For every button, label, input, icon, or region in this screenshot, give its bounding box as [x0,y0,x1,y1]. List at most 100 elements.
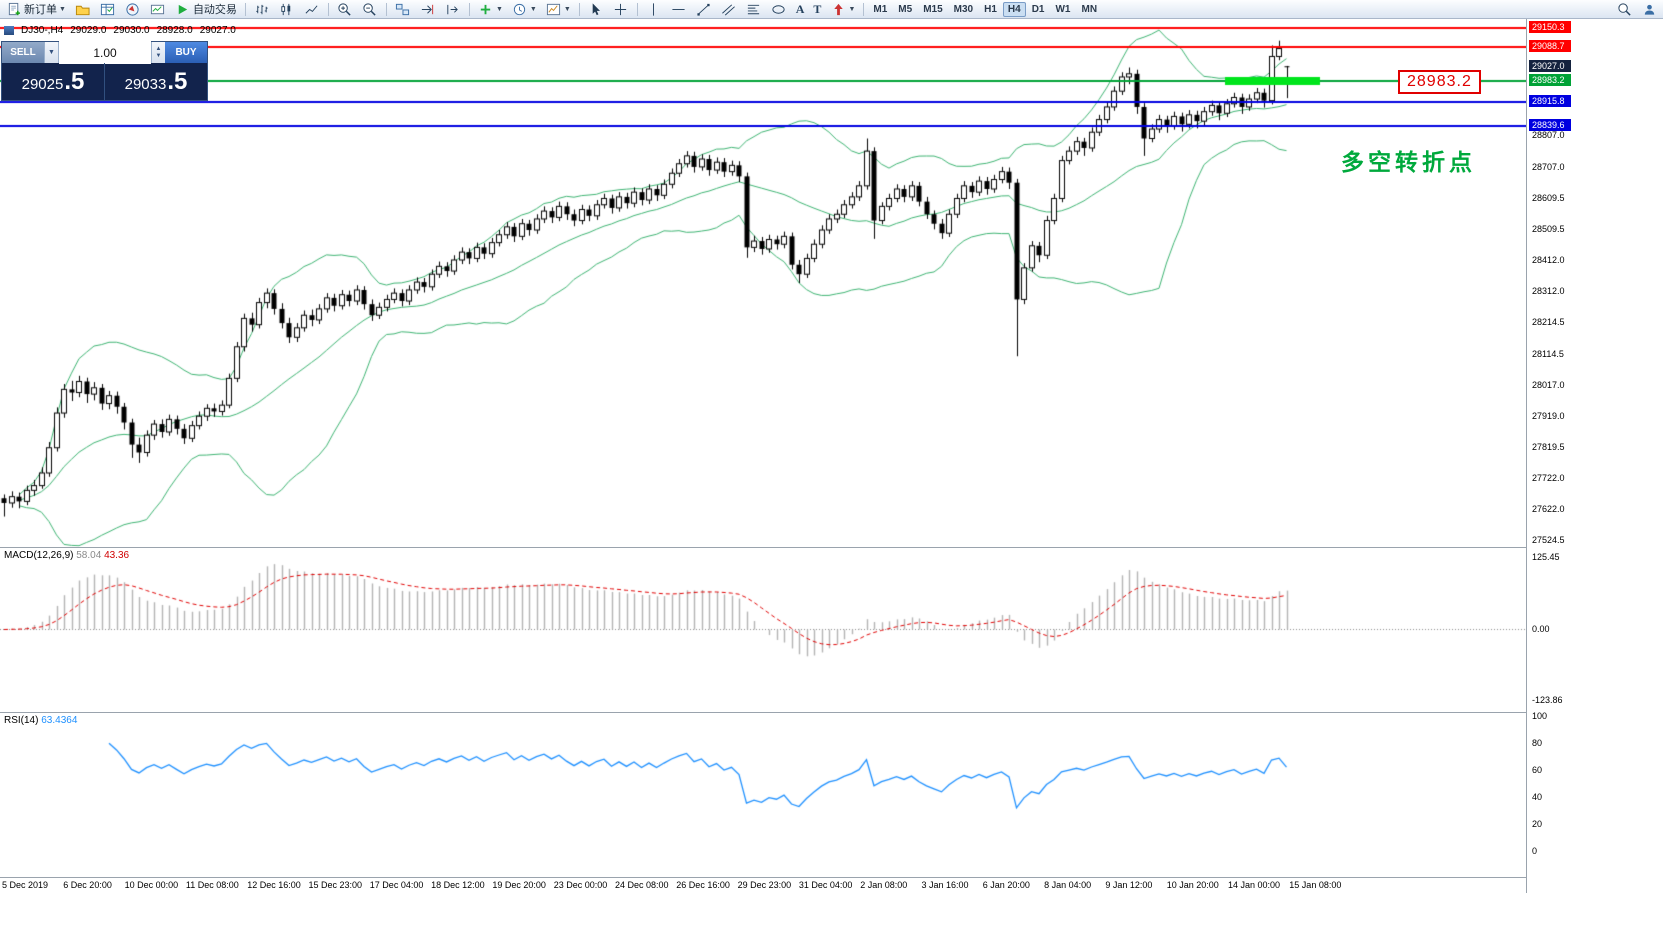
stepper-down-icon: ▼ [155,52,162,59]
sell-price[interactable]: 29025 .5 [2,63,105,100]
panel-divider[interactable] [0,547,1663,548]
text-button[interactable]: A [792,0,809,19]
timeframe-m1-button[interactable]: M1 [873,3,888,15]
new-order-button[interactable]: 新订单 ▼ [2,0,70,19]
bar-chart-button[interactable] [250,0,274,19]
macd-panel-canvas[interactable] [0,547,1526,712]
text-label-button[interactable]: T [809,0,825,19]
price-axis-tick: 27722.0 [1532,472,1565,483]
rsi-panel-canvas[interactable] [0,712,1526,877]
charts-profile-button[interactable] [71,0,95,19]
price-axis-border [1526,19,1527,893]
volume-stepper[interactable]: ▲ ▼ [151,42,165,63]
shapes-button[interactable] [767,0,791,19]
time-axis-label: 23 Dec 00:00 [553,880,608,890]
price-axis-tick: 27819.5 [1532,441,1565,452]
stepper-up-icon: ▲ [155,45,162,52]
time-axis-label: 2 Jan 08:00 [860,880,908,890]
candlestick-icon [279,2,295,17]
indicators-plus-icon [478,2,494,17]
line-chart-button[interactable] [300,0,324,19]
symbol-label: DJ30-,H4 [21,25,64,36]
time-axis-label: 18 Dec 12:00 [431,880,485,890]
chevron-down-icon: ▼ [563,5,571,13]
timeframe-h1-button[interactable]: H1 [984,3,997,15]
price-axis[interactable]: 29150.3 29088.7 29027.0 28983.2 28915.8 28839… [1527,0,1663,946]
time-axis-label: 10 Jan 20:00 [1166,880,1219,890]
timeframe-h4-button[interactable]: H4 [1002,1,1026,17]
zoom-out-button[interactable] [358,0,382,19]
terminal-icon [150,2,166,17]
price-axis-tag: 29150.3 [1529,20,1571,33]
price-axis-tag: 28915.8 [1529,94,1571,107]
trade-panel-top-row: SELL ▼ ▲▼ BUY [2,41,207,64]
chart-info-line: DJ30-,H4 29029.0 29030.0 28928.0 29027.0 [4,25,236,36]
rsi-axis-label: 60 [1532,765,1543,775]
price-axis-tick: 28412.0 [1532,254,1565,265]
autotrading-button[interactable]: 自动交易 [171,0,241,19]
time-axis-label: 11 Dec 08:00 [185,880,239,890]
timeframe-m15-button[interactable]: M15 [923,3,943,15]
community-icon [1641,2,1657,17]
timeframe-w1-button[interactable]: W1 [1055,3,1071,15]
periods-button[interactable]: ▼ [508,0,541,19]
timeframe-mn-button[interactable]: MN [1081,3,1098,15]
time-axis[interactable]: 5 Dec 2019 6 Dec 20:00 10 Dec 00:00 11 Dec … [0,878,1526,893]
rsi-axis-label: 40 [1532,792,1543,802]
trade-panel-prices: 29025 .5 29033 .5 [2,63,207,100]
bar-chart-icon [254,2,270,17]
navigator-button[interactable] [121,0,145,19]
community-button[interactable] [1637,0,1661,19]
chart-shift-button[interactable] [441,0,465,19]
search-button[interactable] [1612,0,1636,19]
sell-button[interactable]: SELL [2,42,44,63]
time-axis-label: 29 Dec 23:00 [737,880,792,890]
price-axis-tick: 28312.0 [1532,286,1565,297]
time-axis-label: 8 Jan 04:00 [1044,880,1092,890]
horizontal-line-icon [671,2,687,17]
timeframe-m5-button[interactable]: M5 [898,3,913,15]
turning-point-annotation[interactable]: 多空转折点 [1341,149,1476,175]
symbol-icon [4,26,14,35]
panel-divider[interactable] [0,712,1663,713]
order-type-dropdown[interactable]: ▼ [44,42,58,63]
price-axis-tick: 28509.5 [1532,224,1565,235]
toolbar-separator [468,2,470,16]
time-axis-label: 26 Dec 16:00 [676,880,730,890]
price-axis-tag: 29088.7 [1529,40,1571,53]
arrows-button[interactable]: ▼ [826,0,859,19]
time-axis-label: 10 Dec 00:00 [124,880,179,890]
trendline-button[interactable] [692,0,716,19]
templates-button[interactable]: ▼ [542,0,575,19]
text-label-icon: T [813,1,822,16]
fibonacci-button[interactable] [742,0,766,19]
zoom-in-icon [337,2,353,17]
main-chart-canvas[interactable] [0,19,1526,547]
cursor-button[interactable] [584,0,608,19]
timeframe-d1-button[interactable]: D1 [1031,3,1045,15]
zoom-in-button[interactable] [333,0,357,19]
buy-price[interactable]: 29033 .5 [105,63,207,100]
market-watch-button[interactable] [96,0,120,19]
buy-price-frac: .5 [167,68,188,95]
channel-button[interactable] [717,0,741,19]
indicators-button[interactable]: ▼ [474,0,507,19]
toolbar-separator [385,2,387,16]
time-axis-label: 6 Dec 20:00 [63,880,112,890]
close-value: 29027.0 [199,25,236,36]
tile-windows-button[interactable] [391,0,415,19]
price-annotation-box[interactable]: 28983.2 [1398,70,1481,94]
crosshair-button[interactable] [609,0,633,19]
one-click-trading-panel: SELL ▼ ▲▼ BUY 29025 .5 29033 .5 [2,41,207,100]
volume-input[interactable] [59,41,151,64]
buy-button[interactable]: BUY [165,42,207,63]
low-value: 28928.0 [156,25,193,36]
terminal-button[interactable] [146,0,170,19]
horizontal-line-button[interactable] [667,0,691,19]
rsi-axis-label: 0 [1532,846,1538,856]
auto-scroll-button[interactable] [416,0,440,19]
vertical-line-button[interactable] [642,0,666,19]
timeframe-m30-button[interactable]: M30 [953,3,974,15]
candlestick-chart-button[interactable] [275,0,299,19]
time-axis-label: 6 Jan 20:00 [982,880,1030,890]
